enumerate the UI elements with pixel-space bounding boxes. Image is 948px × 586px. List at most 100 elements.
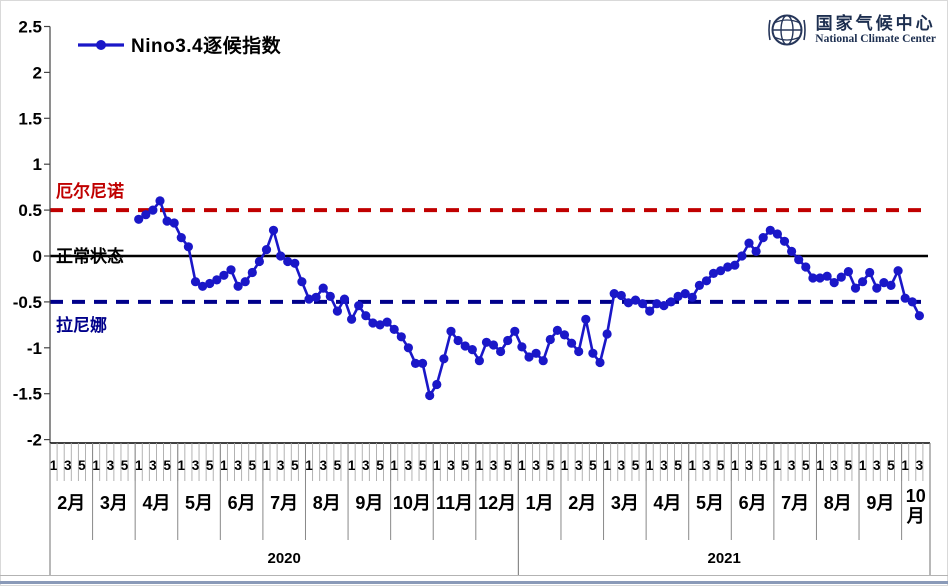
data-point [432,379,442,390]
data-point [581,314,591,324]
data-point [630,295,641,305]
data-point [609,289,619,299]
legend-line-marker-icon [78,39,124,50]
data-point [467,345,477,355]
data-point [716,266,726,276]
data-point [410,358,421,368]
data-point [162,216,172,226]
month-label: 10月 [393,493,431,513]
pentad-label: 1 [305,458,313,473]
pentad-label: 1 [561,458,569,473]
data-point [858,277,868,287]
month-label: 9月 [866,493,894,513]
el-nino-label: 厄尔尼诺 [56,181,124,201]
data-point [787,246,797,256]
data-point [339,294,350,304]
data-point [439,354,449,364]
pentad-label: 3 [192,458,200,473]
data-point [886,280,896,290]
pentad-label: 1 [263,458,271,473]
data-point [730,260,740,270]
data-point [907,297,917,307]
series-line [137,199,921,397]
data-point [453,335,463,346]
y-tick-label: 2.5 [18,18,42,37]
data-point [141,210,151,220]
pentad-label: 5 [78,458,86,473]
pentad-label: 1 [689,458,697,473]
legend-marker [96,39,106,50]
data-point [758,233,768,243]
pentad-label: 3 [660,458,668,473]
pentad-label: 5 [759,458,767,473]
legend: Nino3.4逐候指数 [78,31,281,58]
data-point [318,283,328,293]
pentad-label: 5 [547,458,555,473]
pentad-label: 1 [50,458,58,473]
data-point [190,277,201,287]
data-point [538,356,548,366]
data-point [673,291,683,301]
y-tick-label: -2 [27,431,42,450]
month-label: 5月 [185,493,213,513]
la-nina-label: 拉尼娜 [56,315,107,335]
y-tick-label: -1.5 [13,385,42,404]
data-point [240,277,250,287]
data-point [574,346,584,357]
pentad-label: 3 [234,458,242,473]
pentad-label: 5 [674,458,682,473]
ncc-logo: 国家气候中心 National Climate Center [767,10,936,50]
pentad-label: 1 [859,458,867,473]
pentad-label: 5 [887,458,895,473]
y-tick-label: 0 [33,247,42,266]
pentad-label: 5 [249,458,257,473]
data-point [382,317,392,327]
y-tick-label: 1.5 [18,109,42,128]
month-label: 12月 [478,493,516,513]
data-point [183,242,193,252]
pentad-label: 5 [206,458,214,473]
pentad-label: 3 [916,458,924,473]
year-label: 2020 [268,550,301,567]
data-point [155,196,165,206]
pentad-label: 1 [731,458,739,473]
data-point [744,238,754,248]
pentad-label: 1 [390,458,398,473]
data-point [425,390,435,401]
data-point [148,205,158,215]
data-point [276,251,286,261]
month-label: 4月 [653,493,681,513]
month-label: 8月 [313,493,341,513]
data-point [524,352,534,362]
pentad-label: 3 [319,458,327,473]
data-point [808,273,818,283]
data-point [666,297,676,307]
pentad-label: 1 [92,458,100,473]
pentad-label: 1 [603,458,611,473]
logo-title-en: National Climate Center [815,33,936,46]
data-point [772,229,783,239]
data-point [226,265,236,275]
pentad-label: 1 [816,458,824,473]
month-label: 2月 [568,493,596,513]
pentad-label: 5 [334,458,342,473]
y-tick-label: -0.5 [13,293,42,312]
data-point [212,275,222,285]
logo-text: 国家气候中心 National Climate Center [815,14,936,47]
y-tick-label: 2 [33,63,42,82]
pentad-label: 3 [788,458,796,473]
data-point [623,298,634,308]
data-point [872,283,882,293]
data-point [283,256,293,267]
month-label: 3月 [100,493,128,513]
pentad-label: 1 [476,458,484,473]
pentad-label: 1 [135,458,143,473]
data-point [297,277,307,287]
pentad-label: 1 [348,458,356,473]
data-point [723,262,733,272]
y-tick-label: 0.5 [18,201,42,220]
month-label: 1月 [526,493,554,513]
data-point [496,346,506,357]
y-tick-label: 1 [33,155,42,174]
